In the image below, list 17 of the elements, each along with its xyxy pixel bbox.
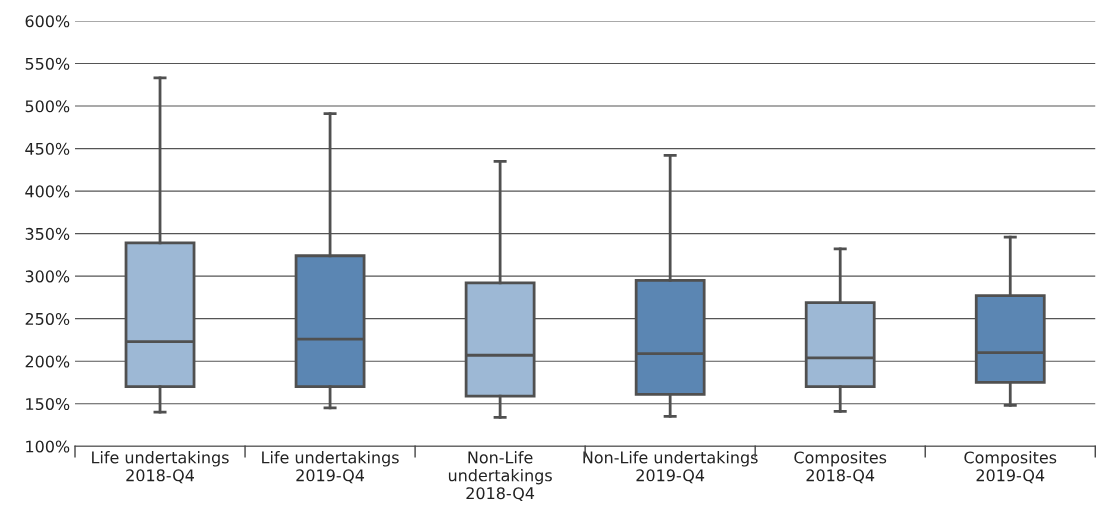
x-tick-label: Composites 2018-Q4 xyxy=(794,451,887,484)
y-tick-label: 400% xyxy=(25,185,70,198)
y-tick-label: 350% xyxy=(25,227,70,240)
y-tick-label: 250% xyxy=(25,312,70,325)
y-tick-label: 200% xyxy=(25,355,70,368)
y-tick-label: 300% xyxy=(25,270,70,283)
y-tick-label: 100% xyxy=(26,440,70,453)
y-tick-label: 500% xyxy=(25,100,70,113)
x-tick-label: Non-Life undertakings 2018-Q4 xyxy=(448,451,552,502)
x-tick-label: Non-Life undertakings 2019-Q4 xyxy=(583,451,758,484)
x-tick-label: Life undertakings 2018-Q4 xyxy=(92,451,229,484)
y-tick-label: 550% xyxy=(25,57,70,70)
y-tick-label: 150% xyxy=(26,397,70,411)
x-tick-label: Life undertakings 2019-Q4 xyxy=(262,451,399,484)
x-tick-label: Composites 2019-Q4 xyxy=(964,451,1057,484)
y-tick-label: 450% xyxy=(25,142,70,155)
y-tick-label: 600% xyxy=(25,15,70,28)
